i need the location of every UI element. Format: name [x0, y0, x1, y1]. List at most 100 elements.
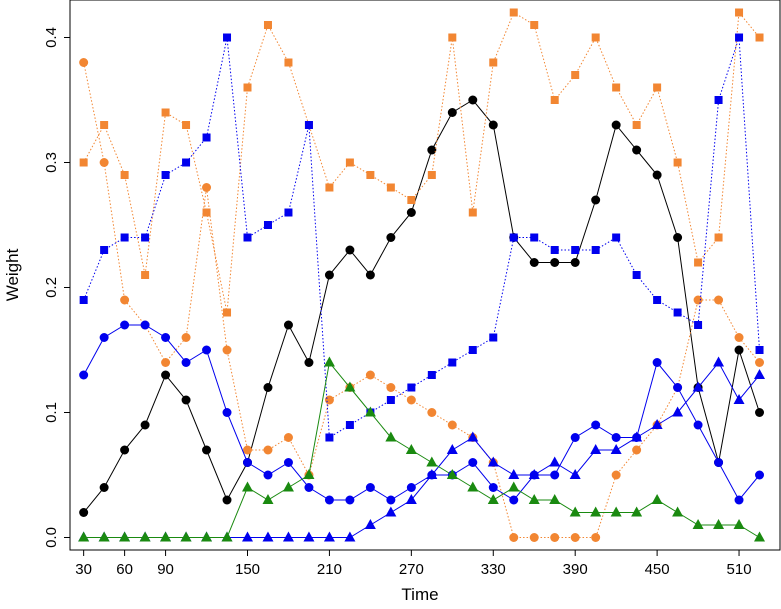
series-6-point — [323, 356, 335, 367]
series-2-point — [550, 96, 559, 104]
series-4-point — [673, 308, 682, 317]
series-0-point — [222, 495, 232, 505]
series-1-line — [83, 62, 760, 538]
series-2-point — [223, 308, 232, 317]
series-0-point — [263, 383, 273, 392]
x-tick-label: 510 — [727, 561, 752, 578]
series-5-point — [426, 469, 438, 479]
series-2-point — [141, 271, 150, 279]
series-1-point — [693, 295, 703, 305]
series-1-point — [755, 358, 765, 367]
series-1-point — [406, 395, 416, 405]
series-6-point — [487, 494, 499, 504]
series-3-point — [570, 433, 580, 442]
x-axis: 30 60 90 150 210 270 330 390 450 510 — [75, 550, 752, 578]
series-1-point — [734, 333, 744, 342]
series-5-point — [446, 444, 458, 454]
series-2-point — [120, 171, 129, 179]
series-4-point — [591, 246, 600, 254]
series-3-point — [140, 320, 150, 330]
series-4-point — [345, 421, 354, 429]
series-0-point — [488, 120, 498, 130]
series-4-point — [243, 233, 252, 242]
series-6-point — [590, 506, 602, 517]
series-4 — [79, 33, 764, 442]
series-6-point — [569, 506, 581, 517]
series-4-point — [530, 233, 539, 242]
series-2-point — [345, 158, 354, 167]
series-6-point — [446, 469, 458, 479]
series-0-point — [181, 395, 191, 405]
series-4-point — [571, 246, 580, 254]
series-3-point — [755, 470, 765, 480]
series-3 — [79, 320, 765, 505]
series-2-point — [263, 21, 272, 29]
series-3-point — [693, 420, 703, 430]
series-2-point — [284, 58, 293, 67]
series-4-point — [202, 133, 211, 142]
series-5 — [78, 356, 766, 542]
series-6-point — [78, 531, 90, 542]
series-1-point — [243, 445, 252, 455]
series-2-point — [407, 196, 416, 204]
series-1-point — [99, 158, 109, 167]
series-1-point — [365, 370, 375, 380]
series-1-point — [79, 58, 89, 67]
x-axis-title: Time — [401, 585, 438, 604]
series-0-point — [365, 270, 375, 280]
series-3-point — [202, 345, 212, 355]
x-tick-label: 30 — [75, 561, 92, 578]
series-1-point — [714, 295, 724, 305]
series-6-point — [139, 531, 151, 542]
series-3-point — [652, 358, 662, 367]
series-3-point — [243, 458, 252, 467]
series-6-point — [160, 531, 172, 542]
series-1-point — [263, 445, 273, 455]
series-0-point — [632, 145, 642, 155]
series-4-point — [714, 96, 723, 104]
series-1-point — [611, 470, 621, 480]
series-4-point — [161, 171, 170, 179]
series-0 — [79, 95, 765, 517]
series-2-point — [448, 33, 457, 42]
series-4-point — [120, 233, 129, 242]
series-4-point — [509, 233, 518, 242]
x-tick-label: 210 — [317, 561, 342, 578]
series-3-point — [591, 420, 601, 430]
series-3-point — [611, 433, 621, 442]
series-1 — [79, 58, 765, 542]
series-0-point — [304, 358, 314, 367]
series-4-point — [612, 233, 621, 242]
series-3-point — [365, 483, 375, 492]
series-2-point — [243, 83, 252, 92]
series-0-point — [324, 270, 334, 280]
series-6-line — [83, 361, 760, 538]
series-6-point — [733, 519, 745, 529]
series-5-point — [651, 419, 663, 429]
series-6-point — [713, 519, 725, 529]
series-2-point — [427, 171, 436, 179]
series-4-point — [653, 296, 662, 304]
series-6-point — [754, 531, 766, 542]
series-2-line — [83, 11, 760, 313]
series-5-point — [713, 356, 725, 367]
series-2-point — [161, 108, 170, 117]
series-0-point — [550, 258, 560, 267]
series-5-point — [631, 431, 643, 442]
series-4-point — [550, 246, 559, 254]
series-6-point — [201, 531, 213, 542]
series-2-point — [468, 208, 477, 217]
series-5-point — [754, 369, 766, 379]
series-1-point — [324, 395, 334, 405]
x-tick-label: 390 — [563, 561, 588, 578]
series-3-point — [345, 495, 355, 505]
plot-frame — [69, 0, 781, 551]
series-6-point — [508, 481, 520, 492]
x-tick-label: 90 — [157, 561, 174, 578]
series-6-point — [303, 469, 315, 479]
series-0-point — [386, 233, 396, 242]
series-5-line — [83, 361, 760, 538]
series-1-point — [570, 533, 580, 542]
series-0-point — [120, 445, 130, 455]
series-0-point — [140, 420, 150, 430]
